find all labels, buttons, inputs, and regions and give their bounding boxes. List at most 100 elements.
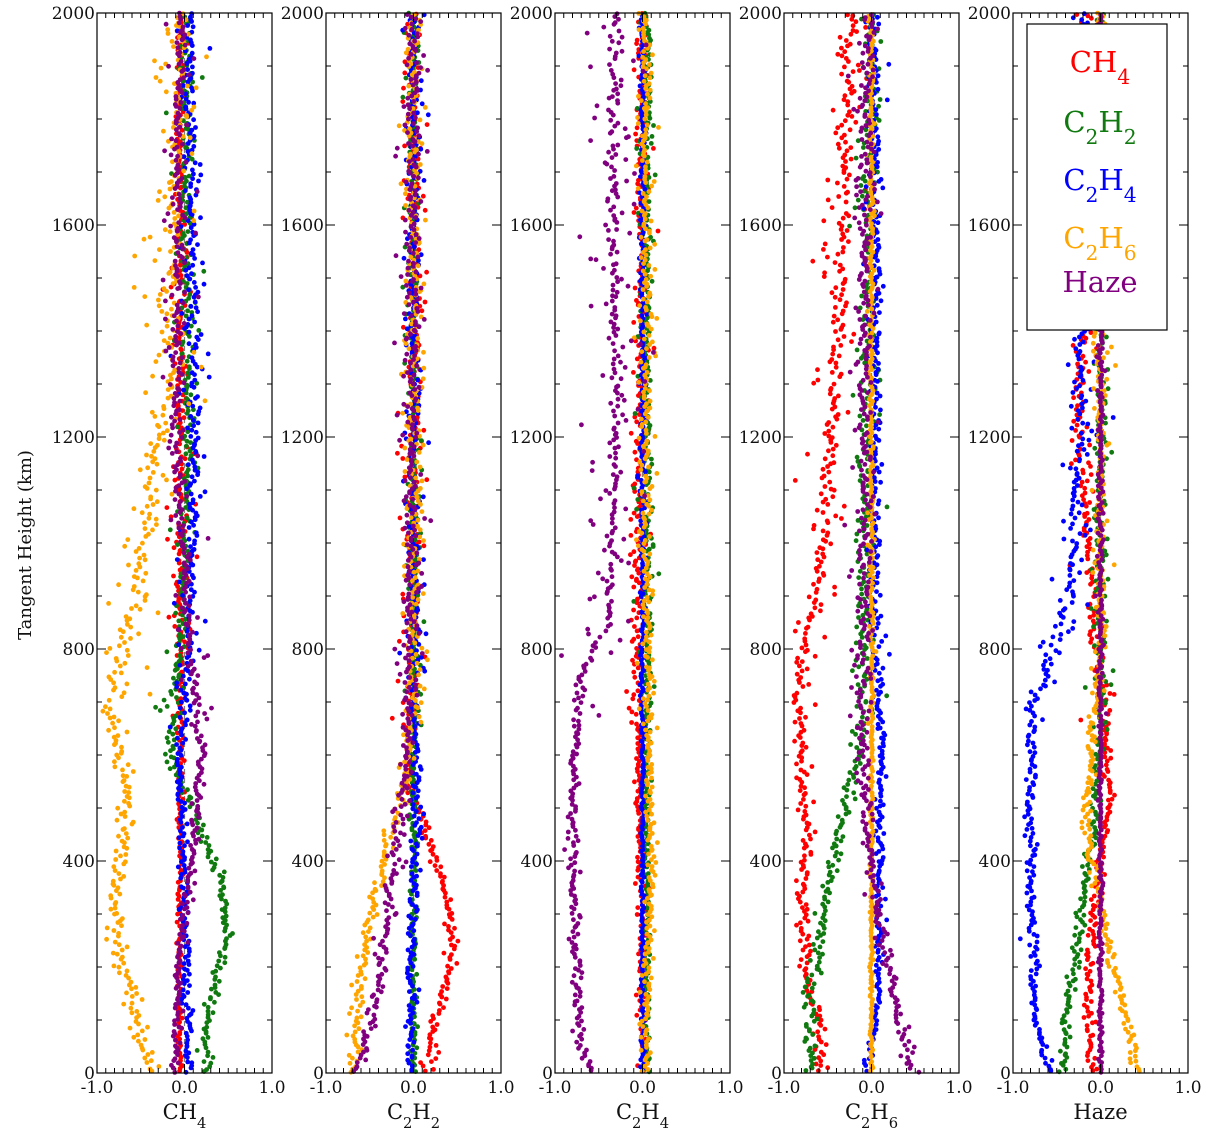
data-point: [137, 606, 143, 612]
data-point: [106, 697, 112, 703]
data-point: [179, 355, 185, 361]
data-point: [204, 835, 210, 840]
data-point: [406, 913, 412, 919]
data-point: [189, 271, 194, 277]
data-point: [414, 297, 420, 302]
data-point: [434, 1022, 440, 1027]
data-point: [346, 1052, 352, 1058]
data-point: [405, 46, 411, 52]
data-point: [407, 989, 412, 994]
data-point: [111, 963, 117, 969]
data-point: [367, 894, 372, 900]
data-point: [185, 879, 191, 884]
data-point: [192, 464, 198, 470]
data-point: [112, 939, 118, 945]
data-point: [164, 311, 170, 317]
data-point: [220, 892, 225, 898]
data-point: [170, 743, 176, 749]
data-point: [182, 42, 188, 48]
data-point: [127, 1025, 133, 1031]
data-point: [413, 533, 419, 539]
data-point: [359, 984, 364, 989]
data-point: [421, 178, 427, 183]
data-point: [154, 499, 160, 505]
data-point: [631, 549, 637, 555]
data-point: [649, 134, 655, 139]
data-point: [185, 467, 191, 473]
data-point: [400, 99, 406, 104]
data-point: [174, 742, 180, 747]
data-point: [216, 978, 222, 984]
data-point: [400, 821, 406, 827]
data-point: [171, 675, 176, 681]
data-point: [189, 85, 195, 91]
data-point: [183, 621, 189, 627]
data-point: [416, 175, 421, 181]
data-point: [115, 733, 121, 738]
data-point: [140, 540, 145, 546]
data-point: [177, 705, 183, 711]
data-point: [199, 75, 205, 80]
data-point: [415, 597, 421, 603]
data-point: [178, 346, 184, 352]
data-point: [391, 824, 397, 830]
data-point: [414, 820, 419, 825]
data-point: [189, 722, 194, 727]
data-point: [166, 345, 172, 350]
data-point: [175, 1016, 181, 1022]
data-point: [183, 205, 189, 211]
data-point: [420, 376, 426, 382]
data-point: [191, 685, 196, 691]
data-point: [421, 365, 427, 371]
data-point: [406, 258, 411, 264]
data-point: [186, 375, 191, 380]
data-point: [202, 398, 208, 404]
data-point: [651, 684, 657, 689]
data-point: [413, 396, 419, 402]
data-point: [124, 968, 130, 974]
data-point: [632, 481, 638, 487]
data-point: [144, 1060, 150, 1065]
data-point: [144, 592, 149, 598]
data-point: [205, 1049, 211, 1055]
data-point: [409, 846, 415, 852]
data-point: [407, 759, 413, 765]
data-point: [136, 1013, 142, 1018]
data-point: [374, 997, 380, 1003]
data-point: [180, 977, 186, 982]
data-point: [222, 905, 228, 911]
data-point: [415, 263, 421, 269]
data-point: [189, 313, 195, 319]
data-point: [423, 217, 428, 223]
data-point: [125, 762, 131, 768]
data-point: [185, 899, 190, 905]
data-point: [178, 499, 183, 504]
data-point: [393, 820, 399, 825]
data-point: [403, 316, 408, 322]
data-point: [177, 49, 183, 55]
data-point: [393, 253, 399, 259]
data-point: [202, 618, 208, 624]
data-point: [201, 1001, 207, 1007]
data-point: [190, 497, 196, 503]
data-point: [406, 1003, 412, 1008]
data-point: [418, 19, 424, 24]
data-point: [175, 250, 181, 256]
data-point: [136, 546, 142, 551]
data-point: [174, 302, 180, 308]
data-point: [634, 146, 640, 151]
data-point: [347, 1060, 353, 1066]
data-point: [418, 285, 424, 291]
data-point: [184, 122, 190, 128]
data-point: [408, 331, 413, 337]
data-point: [185, 787, 190, 793]
data-point: [173, 94, 179, 99]
data-point: [153, 359, 159, 364]
data-point: [405, 706, 410, 711]
data-point: [413, 687, 418, 692]
data-point: [165, 211, 171, 217]
data-point: [403, 494, 409, 500]
data-point: [112, 685, 118, 691]
data-point: [406, 302, 412, 307]
data-point: [365, 917, 371, 923]
